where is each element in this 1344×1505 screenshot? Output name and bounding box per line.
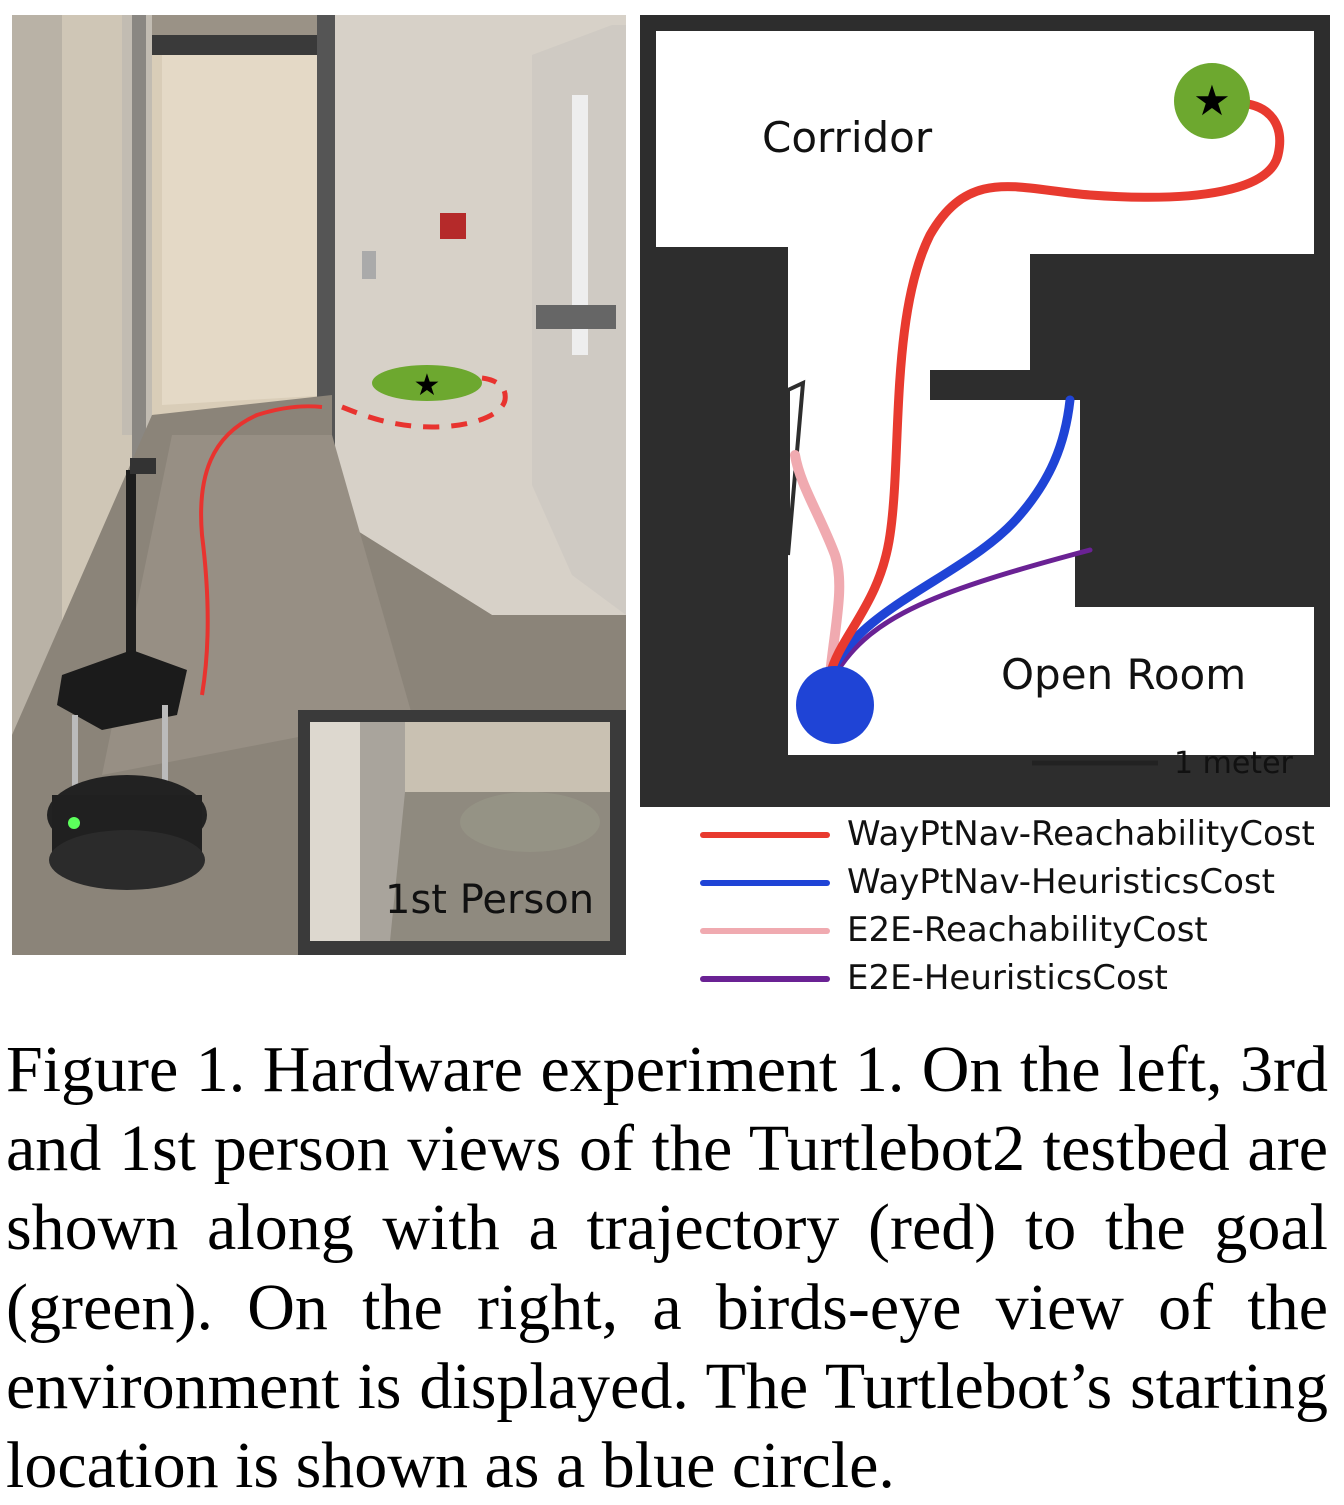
first-person-inset: 1st Person (298, 710, 626, 955)
legend-item: WayPtNav-ReachabilityCost (700, 812, 1340, 860)
legend-label: WayPtNav-HeuristicsCost (847, 862, 1275, 902)
path-waypt-heuristics (825, 395, 1075, 680)
first-person-scene (310, 722, 610, 941)
trajectory-solid (199, 404, 323, 696)
legend-item: E2E-ReachabilityCost (700, 908, 1340, 956)
goal-star-icon: ★ (1193, 76, 1231, 125)
open-room-label: Open Room (1001, 650, 1246, 699)
goal-marker (1174, 63, 1250, 139)
scale-label: 1 meter (1174, 746, 1294, 781)
path-waypt-reachability (825, 98, 1285, 680)
start-location (796, 666, 874, 744)
path-e2e-heuristics (832, 547, 1093, 678)
figure-caption: Figure 1. Hardware experiment 1. On the … (6, 1033, 1328, 1502)
legend: WayPtNav-ReachabilityCost WayPtNav-Heuri… (700, 812, 1340, 1004)
hallway-scene: ★ (12, 15, 626, 955)
corridor-label: Corridor (762, 113, 933, 162)
third-person-photo: ★ (12, 15, 626, 955)
inset-label: 1st Person (385, 877, 595, 923)
birds-eye-map: ★ Corridor Open Room 1 meter (640, 15, 1330, 807)
turtlebot (47, 458, 207, 890)
door-handle (536, 305, 616, 329)
goal-marker (372, 365, 482, 401)
fire-alarm (440, 213, 466, 239)
legend-swatch (700, 832, 830, 838)
trajectory-dashed (341, 375, 508, 430)
legend-item: E2E-HeuristicsCost (700, 956, 1340, 1004)
right-wall-block (930, 254, 1314, 607)
left-door-frame (132, 15, 146, 575)
legend-swatch (700, 976, 830, 982)
legend-swatch (700, 928, 830, 934)
legend-swatch (700, 880, 830, 886)
legend-label: E2E-ReachabilityCost (847, 910, 1208, 950)
legend-label: WayPtNav-ReachabilityCost (847, 814, 1315, 854)
legend-label: E2E-HeuristicsCost (847, 958, 1168, 998)
path-e2e-reachability (790, 450, 845, 680)
legend-item: WayPtNav-HeuristicsCost (700, 860, 1340, 908)
goal-star-icon: ★ (414, 368, 441, 403)
